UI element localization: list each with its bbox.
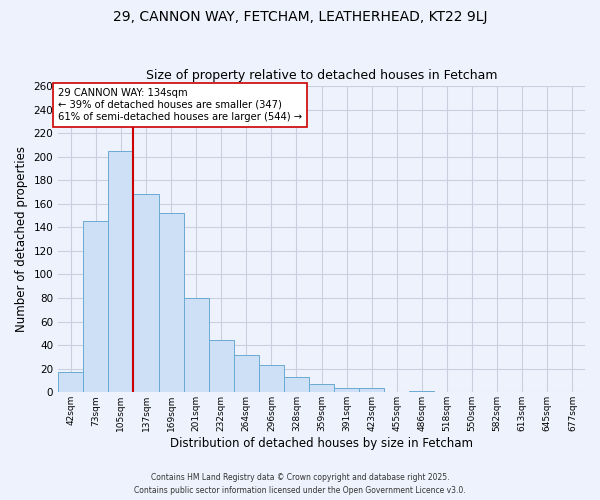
Bar (209, 340, 234, 392)
Bar (109, 150, 133, 392)
Bar (158, 213, 184, 392)
Bar (334, 388, 359, 392)
Y-axis label: Number of detached properties: Number of detached properties (15, 146, 28, 332)
Bar (184, 298, 209, 392)
Text: 29 CANNON WAY: 134sqm
← 39% of detached houses are smaller (347)
61% of semi-det: 29 CANNON WAY: 134sqm ← 39% of detached … (58, 88, 302, 122)
Bar (259, 365, 284, 392)
Bar (359, 388, 385, 392)
Bar (409, 391, 434, 392)
Bar (234, 354, 259, 393)
Text: 29, CANNON WAY, FETCHAM, LEATHERHEAD, KT22 9LJ: 29, CANNON WAY, FETCHAM, LEATHERHEAD, KT… (113, 10, 487, 24)
Title: Size of property relative to detached houses in Fetcham: Size of property relative to detached ho… (146, 69, 497, 82)
X-axis label: Distribution of detached houses by size in Fetcham: Distribution of detached houses by size … (170, 437, 473, 450)
Bar (133, 194, 158, 392)
Bar (58, 372, 83, 392)
Bar (83, 222, 109, 392)
Bar (284, 377, 309, 392)
Bar (309, 384, 334, 392)
Text: Contains HM Land Registry data © Crown copyright and database right 2025.
Contai: Contains HM Land Registry data © Crown c… (134, 474, 466, 495)
